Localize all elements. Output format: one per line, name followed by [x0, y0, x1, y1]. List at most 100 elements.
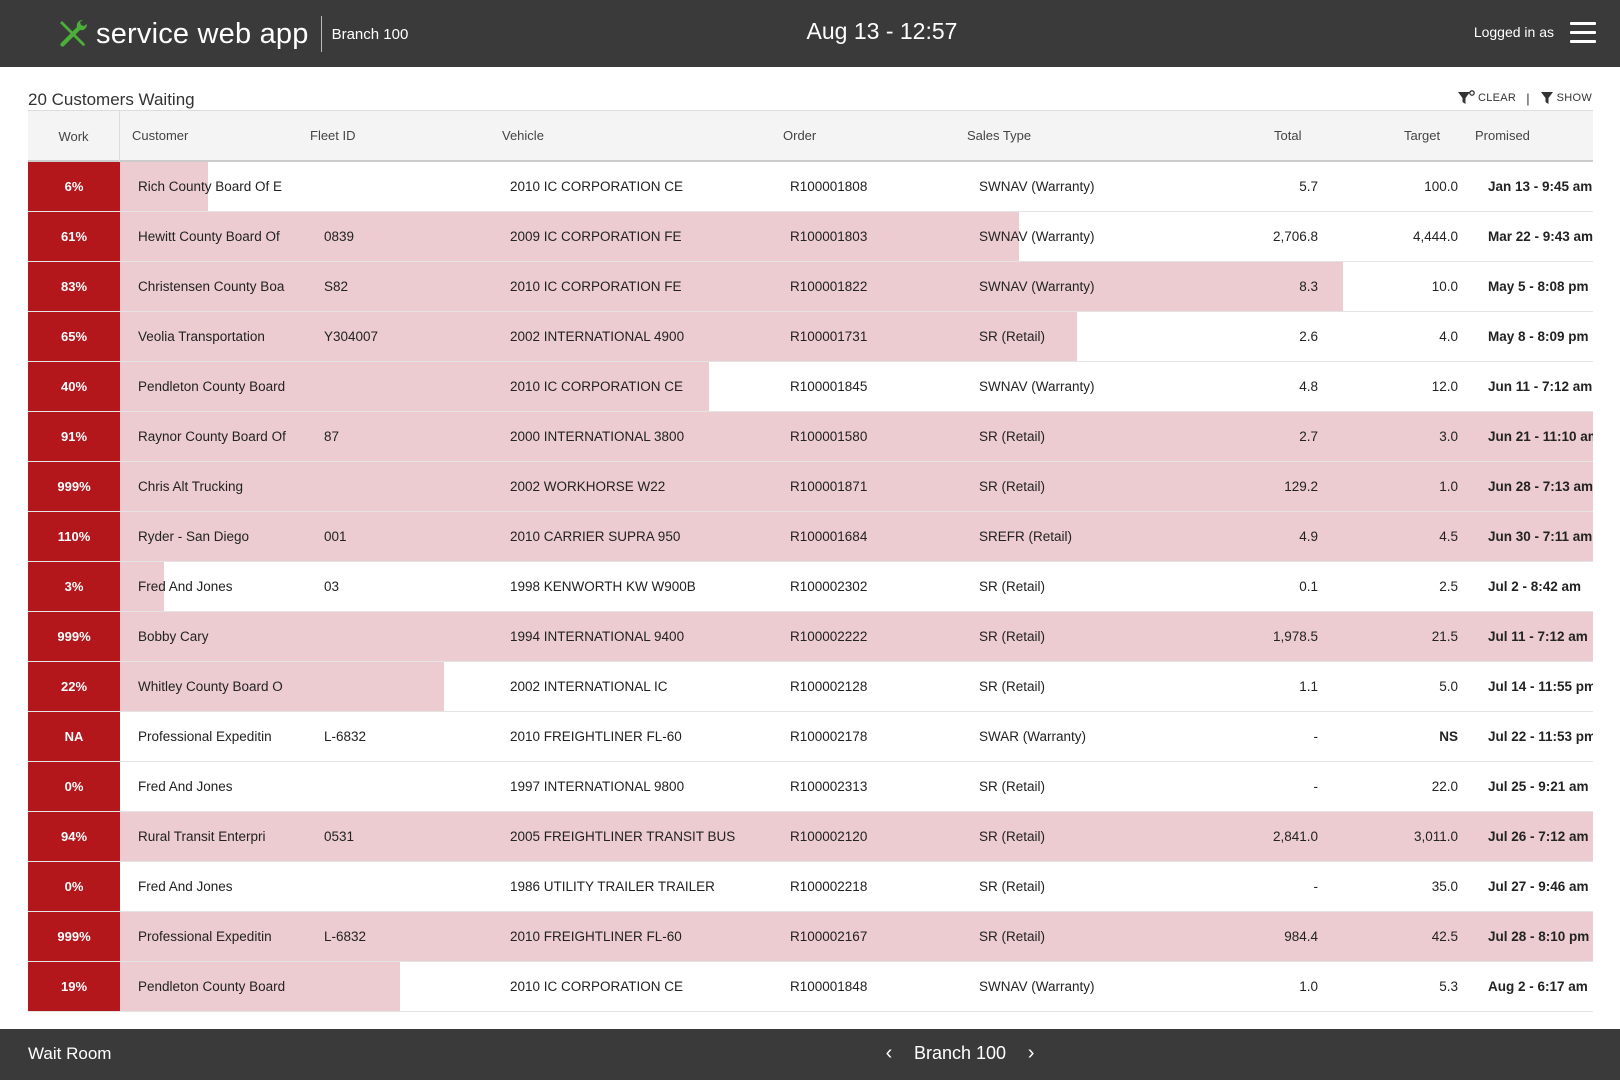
table-row[interactable]: 0% Fred And Jones 1997 INTERNATIONAL 9800 R… — [28, 762, 1593, 812]
target-cell: 22.0 — [1431, 779, 1458, 794]
order-cell: R100001848 — [790, 979, 868, 994]
table-row[interactable]: NA Professional Expeditin L-6832 2010 FREIG… — [28, 712, 1593, 762]
vehicle-cell: 2002 INTERNATIONAL IC — [510, 679, 668, 694]
table-row[interactable]: 999% Professional Expeditin L-6832 2010 FRE… — [28, 912, 1593, 962]
work-percent-badge[interactable]: 0% — [28, 762, 120, 811]
total-cell: - — [1313, 779, 1319, 794]
work-percent-badge[interactable]: 61% — [28, 212, 120, 261]
total-cell: 1.1 — [1299, 679, 1318, 694]
customer-cell: Raynor County Board Of — [138, 429, 286, 444]
column-header-total[interactable]: Total — [1274, 128, 1302, 143]
column-header-target[interactable]: Target — [1404, 128, 1441, 143]
app-name: service web app — [96, 17, 309, 50]
work-percent-badge[interactable]: 999% — [28, 462, 120, 511]
table-row[interactable]: 3% Fred And Jones 03 1998 KENWORTH KW W900B… — [28, 562, 1593, 612]
order-cell: R100001580 — [790, 429, 868, 444]
clear-filter-button[interactable]: CLEAR — [1457, 90, 1516, 106]
column-header-work[interactable]: Work — [28, 111, 120, 162]
total-cell: 2,706.8 — [1272, 229, 1318, 244]
vehicle-cell: 1997 INTERNATIONAL 9800 — [510, 779, 685, 794]
work-percent-badge[interactable]: 999% — [28, 912, 120, 961]
work-percent-badge[interactable]: 65% — [28, 312, 120, 361]
total-cell: 4.8 — [1299, 379, 1318, 394]
work-percent-badge[interactable]: 999% — [28, 612, 120, 661]
order-cell: R100002218 — [790, 879, 868, 894]
table-row[interactable]: 91% Raynor County Board Of 87 2000 INTERNAT… — [28, 412, 1593, 462]
show-filter-label: SHOW — [1556, 92, 1592, 104]
table-row[interactable]: 83% Christensen County Boa S82 2010 IC CORP… — [28, 262, 1593, 312]
work-percent-badge[interactable]: 91% — [28, 412, 120, 461]
brand[interactable]: service web app Branch 100 — [56, 14, 408, 54]
column-header-vehicle[interactable]: Vehicle — [502, 128, 544, 143]
table-row[interactable]: 19% Pendleton County Board 2010 IC CORPORA… — [28, 962, 1593, 1012]
work-percent-badge[interactable]: 0% — [28, 862, 120, 911]
sales-type-cell: SR (Retail) — [979, 929, 1046, 944]
table-row[interactable]: 22% Whitley County Board O 2002 INTERNATIO… — [28, 662, 1593, 712]
order-cell: R100001684 — [790, 529, 868, 544]
target-cell: 10.0 — [1431, 279, 1458, 294]
work-percent-badge[interactable]: NA — [28, 712, 120, 761]
target-cell: 5.0 — [1439, 679, 1458, 694]
vehicle-cell: 2010 CARRIER SUPRA 950 — [510, 529, 681, 544]
sales-type-cell: SWNAV (Warranty) — [979, 379, 1095, 394]
work-percent-badge[interactable]: 22% — [28, 662, 120, 711]
table-row[interactable]: 0% Fred And Jones 1986 UTILITY TRAILER TRA… — [28, 862, 1593, 912]
table-row[interactable]: 999% Chris Alt Trucking 2002 WORKHORSE W22… — [28, 462, 1593, 512]
date-time-text: Aug 13 - 12:57 — [806, 18, 958, 44]
chevron-right-icon[interactable]: › — [1027, 1042, 1035, 1064]
table-row[interactable]: 6% Rich County Board Of E 2010 IC CORPORAT… — [28, 162, 1593, 212]
progress-fill — [120, 812, 1593, 861]
work-percent-badge[interactable]: 110% — [28, 512, 120, 561]
column-header-order[interactable]: Order — [783, 128, 817, 143]
customer-cell: Fred And Jones — [138, 579, 233, 594]
sales-type-cell: SR (Retail) — [979, 629, 1046, 644]
progress-fill — [120, 962, 400, 1011]
target-cell: 4,444.0 — [1412, 229, 1458, 244]
table-row[interactable]: 61% Hewitt County Board Of 0839 2009 IC COR… — [28, 212, 1593, 262]
promised-cell: Jan 13 - 9:45 am — [1488, 179, 1593, 194]
work-percent-badge[interactable]: 6% — [28, 162, 120, 211]
top-bar: service web app Branch 100 Aug 13 - 12:5… — [0, 0, 1620, 67]
total-cell: 4.9 — [1299, 529, 1318, 544]
work-percent-badge[interactable]: 3% — [28, 562, 120, 611]
work-percent-badge[interactable]: 83% — [28, 262, 120, 311]
logged-in-label[interactable]: Logged in as — [1473, 24, 1554, 40]
customer-cell: Fred And Jones — [138, 779, 233, 794]
fleet-id-cell: L-6832 — [324, 929, 367, 944]
table-body: 6% Rich County Board Of E 2010 IC CORPORAT… — [28, 162, 1593, 1012]
vehicle-cell: 2010 IC CORPORATION CE — [510, 179, 684, 194]
promised-cell: Jul 28 - 8:10 pm — [1488, 929, 1590, 944]
work-percent-badge[interactable]: 40% — [28, 362, 120, 411]
column-header-promised[interactable]: Promised — [1475, 128, 1530, 143]
show-filter-button[interactable]: SHOW — [1540, 90, 1592, 106]
total-cell: 2.7 — [1299, 429, 1318, 444]
table-row[interactable]: 94% Rural Transit Enterpri 0531 2005 FREIGH… — [28, 812, 1593, 862]
column-header-customer[interactable]: Customer — [132, 128, 189, 143]
filter-icon — [1540, 92, 1553, 104]
work-percent-badge[interactable]: 94% — [28, 812, 120, 861]
sales-type-cell: SR (Retail) — [979, 329, 1046, 344]
promised-cell: May 8 - 8:09 pm — [1488, 329, 1589, 344]
chevron-left-icon[interactable]: ‹ — [885, 1042, 893, 1064]
vehicle-cell: 1998 KENWORTH KW W900B — [510, 579, 696, 594]
table-row[interactable]: 65% Veolia Transportation Y304007 2002 INTE… — [28, 312, 1593, 362]
target-cell: 4.5 — [1439, 529, 1458, 544]
sales-type-cell: SR (Retail) — [979, 879, 1046, 894]
hamburger-menu-icon[interactable] — [1570, 22, 1596, 44]
target-cell: 4.0 — [1439, 329, 1458, 344]
progress-fill — [120, 512, 1593, 561]
target-cell: 1.0 — [1439, 479, 1458, 494]
promised-cell: Jul 22 - 11:53 pm — [1488, 729, 1593, 744]
promised-cell: Jul 2 - 8:42 am — [1488, 579, 1582, 594]
work-percent-badge[interactable]: 19% — [28, 962, 120, 1011]
customer-cell: Christensen County Boa — [138, 279, 285, 294]
total-cell: 1,978.5 — [1272, 629, 1318, 644]
table-row[interactable]: 110% Ryder - San Diego 001 2010 CARRIER SUP… — [28, 512, 1593, 562]
order-cell: R100001731 — [790, 329, 868, 344]
table-row[interactable]: 999% Bobby Cary 1994 INTERNATIONAL 9400 R10… — [28, 612, 1593, 662]
column-header-sales-type[interactable]: Sales Type — [967, 128, 1032, 143]
table-row[interactable]: 40% Pendleton County Board 2010 IC CORPORA… — [28, 362, 1593, 412]
filter-clear-icon — [1458, 90, 1475, 104]
column-header-fleet-id[interactable]: Fleet ID — [310, 128, 356, 143]
vehicle-cell: 1986 UTILITY TRAILER TRAILER — [510, 879, 715, 894]
